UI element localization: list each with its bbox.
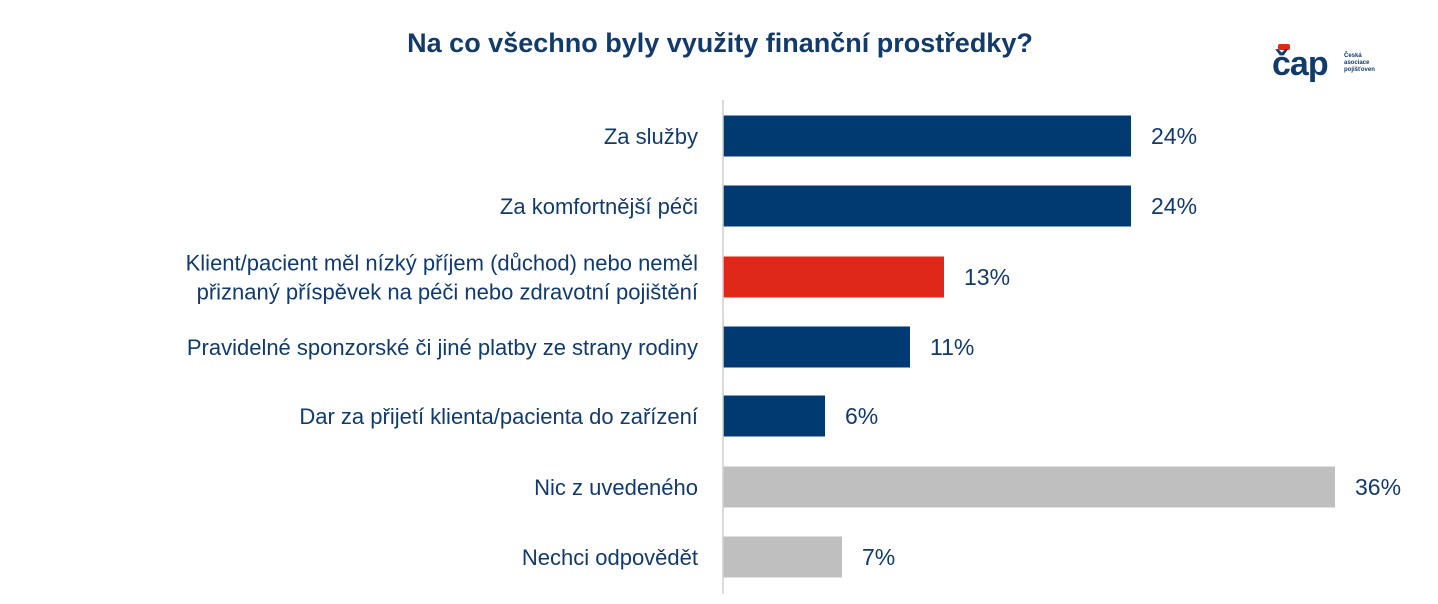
logo-sub-line: asociace <box>1344 60 1370 66</box>
value-label: 7% <box>862 544 895 570</box>
value-label: 36% <box>1355 474 1401 500</box>
category-label: Za služby <box>604 124 698 149</box>
value-label: 6% <box>845 403 878 429</box>
logo-sub-line: Česká <box>1344 53 1362 59</box>
category-label: Nic z uvedeného <box>534 475 698 500</box>
bar <box>723 256 944 298</box>
logo-subtitle: Česká asociace pojišťoven <box>1344 53 1404 74</box>
bar <box>723 185 1131 227</box>
value-label: 13% <box>964 264 1010 290</box>
bar <box>723 326 910 368</box>
category-label: Pravidelné sponzorské či jiné platby ze … <box>187 335 698 360</box>
value-label: 11% <box>930 334 974 360</box>
bar <box>723 536 842 578</box>
logo-word: čap <box>1272 45 1329 83</box>
bar <box>723 115 1131 157</box>
category-label: Nechci odpovědět <box>522 545 698 570</box>
value-label: 24% <box>1151 193 1197 219</box>
category-label: Dar za přijetí klienta/pacienta do zaříz… <box>299 404 698 429</box>
category-label: Klient/pacient měl nízký příjem (důchod)… <box>186 251 698 276</box>
value-label: 24% <box>1151 123 1197 149</box>
category-label: Za komfortnější péči <box>500 194 698 219</box>
chart-title: Na co všechno byly využity finanční pros… <box>407 28 1033 58</box>
category-label: přiznaný příspěvek na péči nebo zdravotn… <box>197 280 698 305</box>
bar <box>723 395 825 437</box>
logo-sub-line: pojišťoven <box>1344 67 1375 73</box>
bar <box>723 466 1335 508</box>
logo-accent-mark <box>1278 44 1290 50</box>
